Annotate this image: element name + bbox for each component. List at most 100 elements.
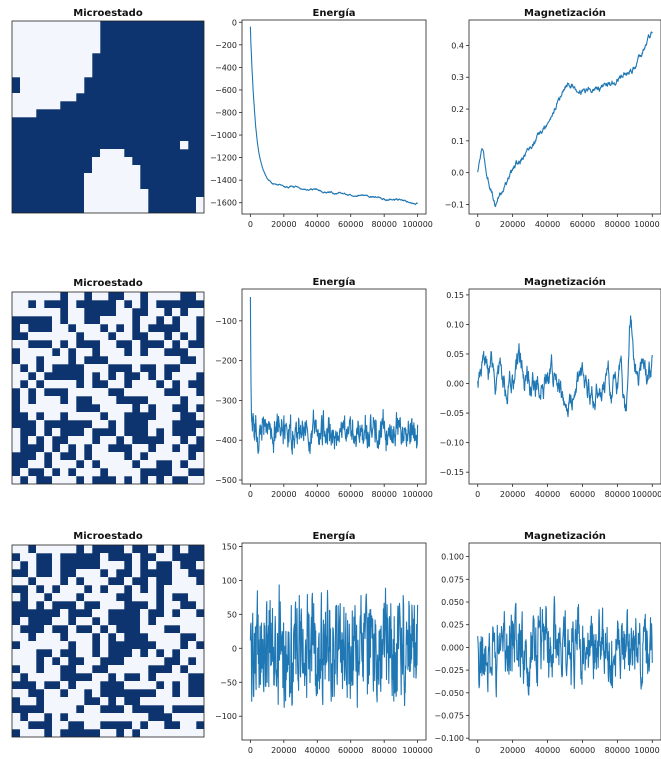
- spin-up-cell: [100, 292, 109, 301]
- spin-up-cell: [28, 476, 37, 485]
- spin-up-cell: [116, 673, 125, 682]
- spin-up-cell: [164, 705, 173, 714]
- spin-up-cell: [156, 332, 165, 341]
- spin-up-cell: [20, 649, 29, 658]
- spin-up-cell: [52, 396, 61, 405]
- spin-up-cell: [156, 388, 165, 397]
- spin-up-cell: [108, 665, 117, 674]
- spin-up-cell: [100, 181, 109, 190]
- spin-up-cell: [28, 93, 37, 102]
- spin-up-cell: [12, 625, 21, 634]
- spin-up-cell: [12, 300, 21, 309]
- spin-up-cell: [84, 428, 93, 437]
- spin-up-cell: [108, 197, 117, 206]
- spin-up-cell: [148, 388, 157, 397]
- spin-up-cell: [68, 697, 77, 706]
- x-tick-label: 60000: [570, 746, 595, 755]
- series-line: [249, 296, 419, 455]
- spin-up-cell: [132, 452, 141, 461]
- x-tick-label: 80000: [605, 490, 630, 499]
- spin-up-cell: [196, 197, 205, 206]
- spin-up-cell: [20, 617, 29, 626]
- spin-up-cell: [12, 45, 21, 54]
- spin-up-cell: [116, 468, 125, 477]
- x-tick-label: 0: [248, 490, 253, 499]
- spin-up-cell: [180, 681, 189, 690]
- spin-up-cell: [28, 101, 37, 110]
- plot-title: Energía: [313, 276, 356, 288]
- spin-up-cell: [124, 332, 133, 341]
- spin-up-cell: [100, 460, 109, 469]
- spin-up-cell: [60, 657, 69, 666]
- spin-up-cell: [140, 697, 149, 706]
- spin-up-cell: [28, 69, 37, 78]
- spin-up-cell: [76, 681, 85, 690]
- x-tick-label: 10000: [634, 746, 659, 755]
- spin-up-cell: [60, 29, 69, 38]
- spin-up-cell: [68, 308, 77, 317]
- spin-up-cell: [52, 316, 61, 325]
- spin-up-cell: [28, 45, 37, 54]
- spin-up-cell: [68, 85, 77, 94]
- spin-up-cell: [28, 356, 37, 365]
- spin-up-cell: [28, 673, 37, 682]
- spin-up-cell: [44, 577, 53, 586]
- spin-up-cell: [100, 553, 109, 562]
- spin-up-cell: [44, 332, 53, 341]
- spin-up-cell: [100, 340, 109, 349]
- spin-up-cell: [84, 364, 93, 373]
- spin-up-cell: [84, 641, 93, 650]
- spin-up-cell: [36, 77, 45, 86]
- spin-up-cell: [132, 593, 141, 602]
- spin-up-cell: [196, 617, 205, 626]
- spin-up-cell: [180, 577, 189, 586]
- spin-up-cell: [124, 173, 133, 182]
- x-tick-label: 80000: [371, 746, 396, 755]
- spin-up-cell: [188, 649, 197, 658]
- spin-up-cell: [28, 713, 37, 722]
- x-tick-label: 0: [248, 746, 253, 755]
- spin-up-cell: [36, 85, 45, 94]
- spin-up-cell: [180, 729, 189, 738]
- y-tick-label: −50: [220, 678, 237, 687]
- x-tick-label: 40000: [305, 746, 330, 755]
- x-tick-label: 80000: [371, 490, 396, 499]
- spin-up-cell: [12, 109, 21, 118]
- spin-up-cell: [108, 356, 117, 365]
- y-tick-label: 50: [227, 610, 237, 619]
- spin-up-cell: [28, 21, 37, 30]
- x-tick-label: 10000: [634, 220, 659, 229]
- spin-up-cell: [164, 380, 173, 389]
- spin-up-cell: [76, 292, 85, 301]
- y-tick-label: 0.0: [451, 169, 464, 178]
- spin-up-cell: [108, 601, 117, 610]
- spin-up-cell: [188, 577, 197, 586]
- spin-up-cell: [92, 189, 101, 198]
- spin-up-cell: [20, 53, 29, 62]
- spin-up-cell: [108, 324, 117, 333]
- spin-up-cell: [156, 641, 165, 650]
- spin-up-cell: [172, 292, 181, 301]
- spin-up-cell: [140, 372, 149, 381]
- x-tick-label: 100000: [402, 220, 433, 229]
- y-tick-label: −500: [215, 476, 237, 485]
- spin-up-cell: [172, 561, 181, 570]
- y-tick-label: −1200: [210, 154, 237, 163]
- spin-up-cell: [148, 356, 157, 365]
- spin-up-cell: [164, 689, 173, 698]
- spin-up-cell: [28, 601, 37, 610]
- plot-title: Magnetización: [524, 7, 606, 19]
- spin-up-cell: [20, 348, 29, 357]
- spin-up-cell: [60, 37, 69, 46]
- y-tick-label: 0.050: [441, 598, 464, 607]
- spin-up-cell: [188, 372, 197, 381]
- spin-up-cell: [52, 633, 61, 642]
- spin-up-cell: [76, 324, 85, 333]
- spin-up-cell: [44, 468, 53, 477]
- spin-up-cell: [164, 420, 173, 429]
- y-tick-label: 0.4: [451, 41, 464, 50]
- spin-up-cell: [116, 300, 125, 309]
- spin-up-cell: [100, 372, 109, 381]
- spin-up-cell: [12, 444, 21, 453]
- spin-up-cell: [76, 348, 85, 357]
